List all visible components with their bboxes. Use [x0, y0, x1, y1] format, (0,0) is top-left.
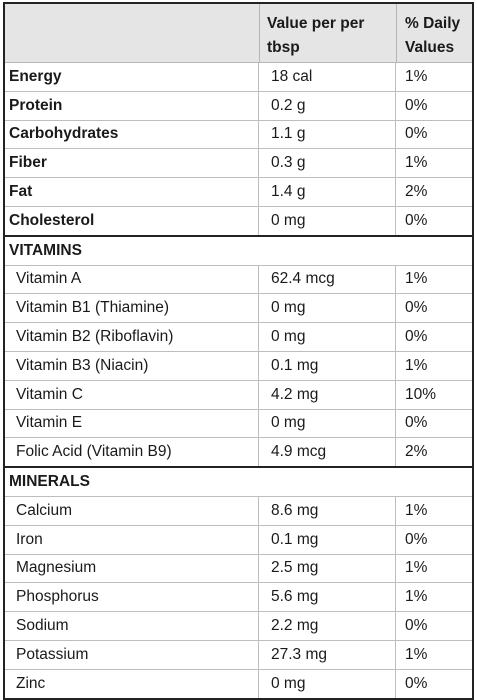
table-row: Vitamin B1 (Thiamine) 0 mg 0%: [5, 294, 472, 324]
table-row: Vitamin A 62.4 mcg 1%: [5, 265, 472, 295]
nutrient-value: 0 mg: [259, 409, 396, 438]
nutrient-value: 1.4 g: [259, 178, 396, 206]
daily-value-percent: 1%: [405, 501, 428, 519]
vitamins-section: VITAMINS Vitamin A 62.4 mcg 1% Vitamin B1 (…: [5, 234, 472, 467]
daily-value-percent: 2%: [405, 443, 428, 461]
daily-value-percent: 0%: [405, 96, 428, 114]
header-value-line1: Value per per: [267, 15, 365, 32]
nutrient-name: Vitamin B3 (Niacin): [5, 351, 259, 380]
daily-value-percent: 1%: [405, 356, 428, 374]
nutrient-value: 2.2 mg: [259, 612, 396, 640]
nutrient-value: 4.2 mg: [259, 380, 396, 409]
nutrient-name: Vitamin C: [5, 380, 259, 409]
table-row: Carbohydrates 1.1 g 0%: [5, 120, 472, 150]
nutrient-name: Zinc: [5, 669, 259, 698]
nutrient-name: Cholesterol: [5, 206, 259, 235]
daily-value-percent: 0%: [405, 299, 428, 317]
nutrient-value: 0.1 mg: [259, 525, 396, 554]
nutrient-value: 62.4 mcg: [259, 265, 396, 294]
section-title: VITAMINS: [5, 237, 472, 266]
daily-value-percent: 2%: [405, 183, 428, 201]
daily-value-percent: 0%: [405, 211, 428, 229]
daily-value-percent: 1%: [405, 559, 428, 577]
daily-value-percent: 1%: [405, 67, 428, 85]
header-daily-value: % Daily Values: [397, 4, 472, 62]
daily-value-percent: 0%: [405, 530, 428, 548]
table-row: Vitamin C 4.2 mg 10%: [5, 380, 472, 410]
minerals-section: MINERALS Calcium 8.6 mg 1% Iron 0.1 mg 0% Magn…: [5, 466, 472, 698]
daily-value-percent: 1%: [405, 270, 428, 288]
nutrient-name: Protein: [5, 91, 259, 120]
nutrient-name: Potassium: [5, 640, 259, 669]
table-row: Energy 18 cal 1%: [5, 63, 472, 92]
table-row: Folic Acid (Vitamin B9) 4.9 mcg 2%: [5, 438, 472, 467]
nutrient-value: 8.6 mg: [259, 496, 396, 525]
table-row: Iron 0.1 mg 0%: [5, 525, 472, 555]
daily-value-percent: 1%: [405, 645, 428, 663]
nutrient-value: 18 cal: [259, 63, 396, 91]
nutrition-table: Value per per tbsp % Daily Values Energy…: [3, 2, 474, 700]
daily-value-percent: 0%: [405, 414, 428, 432]
daily-value-percent: 0%: [405, 125, 428, 143]
nutrient-name: Sodium: [5, 612, 259, 640]
nutrient-value: 0.1 mg: [259, 351, 396, 380]
header-value: Value per per tbsp: [260, 4, 397, 62]
nutrient-name: Fiber: [5, 149, 259, 178]
header-nutrient: [5, 4, 260, 62]
table-row: Potassium 27.3 mg 1%: [5, 640, 472, 670]
table-row: Protein 0.2 g 0%: [5, 91, 472, 121]
daily-value-percent: 1%: [405, 588, 428, 606]
daily-value-percent: 0%: [405, 328, 428, 346]
header-dv-line1: % Daily: [405, 15, 461, 32]
nutrient-name: Calcium: [5, 496, 259, 525]
daily-value-percent: 0%: [405, 674, 428, 692]
header-dv-line2: Values: [405, 39, 455, 56]
nutrient-value: 4.9 mcg: [259, 438, 396, 467]
nutrient-value: 27.3 mg: [259, 640, 396, 669]
nutrient-name: Vitamin B2 (Riboflavin): [5, 323, 259, 351]
nutrient-name: Carbohydrates: [5, 120, 259, 149]
nutrient-name: Folic Acid (Vitamin B9): [5, 438, 259, 467]
header-value-line2: tbsp: [267, 39, 300, 56]
nutrient-name: Magnesium: [5, 554, 259, 583]
nutrient-value: 0.2 g: [259, 91, 396, 120]
nutrient-name: Vitamin B1 (Thiamine): [5, 294, 259, 323]
nutrient-value: 0.3 g: [259, 149, 396, 178]
nutrient-value: 2.5 mg: [259, 554, 396, 583]
table-row: Zinc 0 mg 0%: [5, 669, 472, 698]
nutrient-name: Fat: [5, 178, 259, 206]
table-row: Calcium 8.6 mg 1%: [5, 496, 472, 526]
table-row: Fiber 0.3 g 1%: [5, 149, 472, 179]
nutrient-name: Phosphorus: [5, 583, 259, 612]
daily-value-percent: 0%: [405, 617, 428, 635]
nutrient-name: Vitamin E: [5, 409, 259, 438]
daily-value-percent: 10%: [405, 385, 437, 403]
daily-value-percent: 1%: [405, 154, 428, 172]
table-row: Phosphorus 5.6 mg 1%: [5, 583, 472, 613]
nutrient-name: Vitamin A: [5, 265, 259, 294]
table-row: Vitamin B2 (Riboflavin) 0 mg 0%: [5, 323, 472, 352]
table-row: Fat 1.4 g 2%: [5, 178, 472, 207]
section-title: MINERALS: [5, 468, 472, 497]
nutrient-value: 5.6 mg: [259, 583, 396, 612]
nutrient-value: 0 mg: [259, 206, 396, 235]
nutrient-name: Energy: [5, 63, 259, 91]
table-row: Cholesterol 0 mg 0%: [5, 206, 472, 235]
table-row: Vitamin B3 (Niacin) 0.1 mg 1%: [5, 351, 472, 381]
table-header: Value per per tbsp % Daily Values: [5, 4, 472, 63]
nutrient-value: 1.1 g: [259, 120, 396, 149]
nutrient-value: 0 mg: [259, 669, 396, 698]
nutrient-value: 0 mg: [259, 294, 396, 323]
nutrient-value: 0 mg: [259, 323, 396, 351]
table-row: Magnesium 2.5 mg 1%: [5, 554, 472, 584]
macros-section: Energy 18 cal 1% Protein 0.2 g 0% Carbohydrate…: [5, 63, 472, 235]
table-row: Sodium 2.2 mg 0%: [5, 612, 472, 641]
nutrient-name: Iron: [5, 525, 259, 554]
